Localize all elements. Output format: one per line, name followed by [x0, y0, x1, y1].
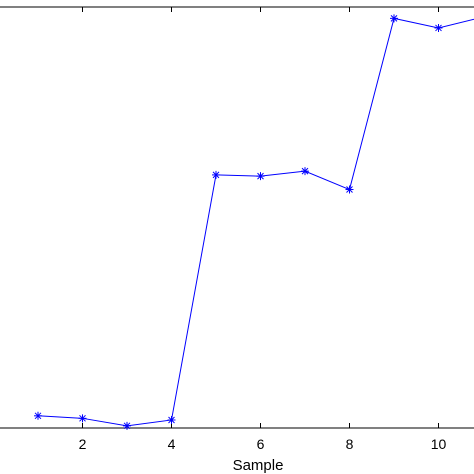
x-axis-label: Sample	[233, 457, 284, 474]
series-line-1	[37, 17, 474, 427]
x-tick-label: 8	[346, 436, 354, 452]
axes	[0, 6, 474, 429]
x-tick-label: 2	[79, 436, 87, 452]
data-point	[256, 172, 265, 181]
data-point	[123, 421, 131, 430]
x-tick-labels: 2 4 6 8 10	[79, 436, 447, 452]
data-point	[390, 14, 398, 23]
data-point	[167, 415, 176, 424]
data-point	[34, 411, 42, 420]
x-tick-label: 4	[168, 436, 176, 452]
data-point	[212, 170, 220, 179]
x-ticks	[82, 7, 439, 428]
x-tick-label: 6	[257, 436, 265, 452]
data-point	[345, 185, 354, 194]
data-point	[78, 414, 87, 423]
x-tick-label: 10	[431, 436, 447, 452]
data-point	[301, 167, 309, 176]
series-group	[34, 14, 474, 430]
data-point	[434, 23, 443, 32]
